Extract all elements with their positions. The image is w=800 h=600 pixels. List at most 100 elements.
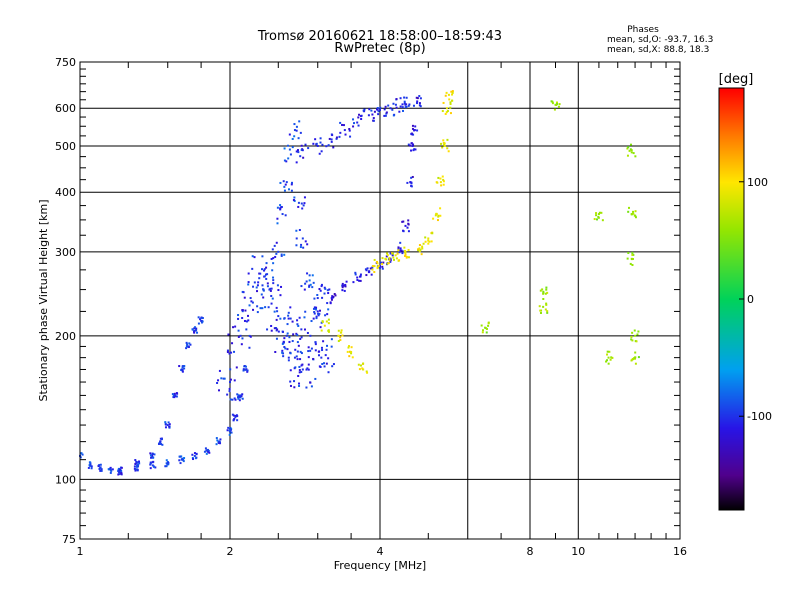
data-point bbox=[299, 337, 302, 340]
data-point bbox=[327, 144, 330, 147]
data-point bbox=[341, 289, 344, 292]
data-point bbox=[387, 104, 390, 107]
data-point bbox=[295, 244, 298, 247]
data-point bbox=[403, 102, 406, 105]
colorbar-band bbox=[719, 260, 744, 262]
data-point bbox=[350, 350, 353, 353]
colorbar-band bbox=[719, 250, 744, 252]
colorbar-band bbox=[719, 113, 744, 115]
data-point bbox=[179, 462, 182, 465]
data-point bbox=[307, 346, 310, 349]
data-point bbox=[217, 379, 220, 382]
data-point bbox=[627, 251, 630, 254]
colorbar-band bbox=[719, 335, 744, 337]
data-point bbox=[630, 149, 633, 152]
data-point bbox=[251, 301, 254, 304]
colorbar-band bbox=[719, 423, 744, 425]
colorbar-band bbox=[719, 201, 744, 203]
data-point bbox=[281, 351, 284, 354]
colorbar-band bbox=[719, 125, 744, 127]
colorbar-band bbox=[719, 340, 744, 342]
data-point bbox=[135, 462, 138, 465]
data-point bbox=[325, 348, 328, 351]
data-point bbox=[208, 451, 211, 454]
colorbar-band bbox=[719, 177, 744, 179]
data-point bbox=[89, 461, 92, 464]
data-point bbox=[331, 365, 334, 368]
data-point bbox=[338, 135, 341, 138]
data-point bbox=[227, 426, 230, 429]
colorbar-band bbox=[719, 99, 744, 101]
data-point bbox=[342, 124, 345, 127]
data-point bbox=[266, 285, 269, 288]
data-point bbox=[298, 120, 301, 123]
data-point bbox=[626, 154, 629, 157]
data-point bbox=[181, 366, 184, 369]
axis-tick-labels: 1 2 4 8 10 16 75 100 200 300 400 500 600 750 bbox=[55, 56, 687, 558]
data-point bbox=[247, 283, 250, 286]
data-point bbox=[107, 468, 110, 471]
data-point bbox=[249, 297, 252, 300]
data-point bbox=[401, 103, 404, 106]
colorbar-band bbox=[719, 356, 744, 358]
data-point bbox=[411, 175, 414, 178]
data-point bbox=[319, 141, 322, 144]
data-point bbox=[262, 296, 265, 299]
data-point bbox=[299, 358, 302, 361]
data-point bbox=[325, 145, 328, 148]
data-point bbox=[404, 252, 407, 255]
colorbar-band bbox=[719, 383, 744, 385]
colorbar-band bbox=[719, 325, 744, 327]
colorbar-band bbox=[719, 268, 744, 270]
data-point bbox=[236, 415, 239, 418]
colorbar-band bbox=[719, 106, 744, 108]
data-point bbox=[293, 367, 296, 370]
data-point bbox=[273, 244, 276, 247]
colorbar-band bbox=[719, 440, 744, 442]
y-tick-label: 400 bbox=[55, 186, 76, 199]
data-point bbox=[439, 181, 442, 184]
data-point bbox=[196, 331, 199, 334]
data-point bbox=[377, 264, 380, 267]
data-point bbox=[237, 314, 240, 317]
data-point bbox=[611, 356, 614, 359]
data-point bbox=[280, 253, 283, 256]
colorbar-band bbox=[719, 187, 744, 189]
data-point bbox=[545, 286, 548, 289]
data-point bbox=[362, 362, 365, 365]
colorbar-band bbox=[719, 332, 744, 334]
data-point bbox=[283, 317, 286, 320]
colorbar-band bbox=[719, 478, 744, 480]
data-point bbox=[135, 468, 138, 471]
colorbar-band bbox=[719, 389, 744, 391]
colorbar-band bbox=[719, 313, 744, 315]
data-point bbox=[286, 348, 289, 351]
data-point bbox=[446, 110, 449, 113]
data-point bbox=[330, 140, 333, 143]
data-point bbox=[298, 371, 301, 374]
data-point bbox=[241, 316, 244, 319]
data-point bbox=[308, 274, 311, 277]
colorbar-band bbox=[719, 124, 744, 126]
colorbar-band bbox=[719, 105, 744, 107]
colorbar-band bbox=[719, 117, 744, 119]
data-point bbox=[298, 228, 301, 231]
data-point bbox=[411, 144, 414, 147]
colorbar-band bbox=[719, 176, 744, 178]
data-point bbox=[486, 327, 489, 330]
data-point bbox=[270, 324, 273, 327]
data-point bbox=[414, 125, 417, 128]
data-point bbox=[263, 275, 266, 278]
data-point bbox=[229, 368, 232, 371]
colorbar-band bbox=[719, 227, 744, 229]
data-point bbox=[161, 443, 164, 446]
colorbar-band bbox=[719, 273, 744, 275]
data-point bbox=[372, 117, 375, 120]
data-point bbox=[276, 284, 279, 287]
data-point bbox=[284, 214, 287, 217]
colorbar-band bbox=[719, 386, 744, 388]
data-point bbox=[218, 369, 221, 372]
x-tick-label: 4 bbox=[377, 545, 384, 558]
colorbar-band bbox=[719, 144, 744, 146]
data-point bbox=[229, 378, 232, 381]
